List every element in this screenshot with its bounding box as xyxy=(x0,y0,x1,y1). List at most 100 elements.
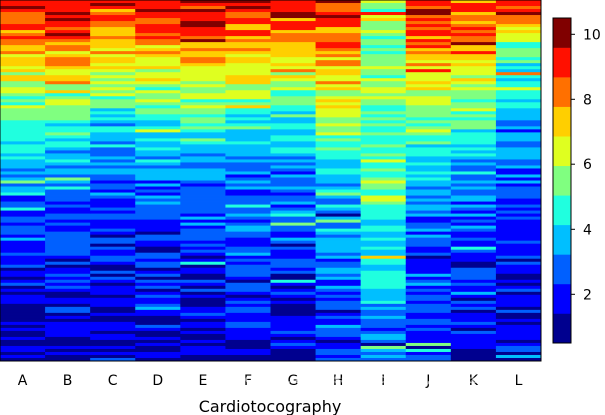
heatmap-cell xyxy=(135,99,181,103)
heatmap-cell xyxy=(360,21,407,25)
heatmap-cell xyxy=(90,111,136,115)
heatmap-cell xyxy=(45,264,91,269)
heatmap-cell xyxy=(90,324,136,329)
heatmap-cell xyxy=(270,195,316,199)
heatmap-cell xyxy=(180,186,226,190)
heatmap-cell xyxy=(90,0,136,4)
heatmap-cell xyxy=(90,36,136,40)
heatmap-cell xyxy=(315,291,362,296)
heatmap-cell xyxy=(225,357,271,362)
heatmap-cell xyxy=(270,312,316,317)
heatmap-cell xyxy=(360,72,407,76)
heatmap-cell xyxy=(0,192,46,196)
heatmap-cell xyxy=(315,147,362,151)
heatmap-cell xyxy=(135,333,181,338)
heatmap-cell xyxy=(90,291,136,296)
heatmap-cell xyxy=(315,81,362,85)
heatmap-cell xyxy=(90,90,136,94)
heatmap-cell xyxy=(360,132,407,136)
heatmap-cell xyxy=(405,312,452,317)
heatmap-cell xyxy=(45,204,91,208)
heatmap-cell xyxy=(180,90,226,94)
heatmap-cell xyxy=(135,72,181,76)
heatmap-cell xyxy=(495,282,542,287)
heatmap-cell xyxy=(405,36,452,40)
heatmap-cell xyxy=(450,54,497,58)
heatmap-cell xyxy=(180,102,226,106)
heatmap-cell xyxy=(45,24,91,28)
heatmap-cell xyxy=(0,258,46,263)
heatmap-cell xyxy=(270,141,316,145)
heatmap-cell xyxy=(45,327,91,332)
heatmap-cell xyxy=(360,75,407,79)
heatmap-cell xyxy=(450,261,497,266)
heatmap-cell xyxy=(270,333,316,338)
heatmap-cell xyxy=(315,309,362,314)
heatmap-cell xyxy=(405,279,452,284)
heatmap-cell xyxy=(45,231,91,236)
heatmap-cells xyxy=(0,0,542,362)
heatmap-cell xyxy=(90,84,136,88)
heatmap-cell xyxy=(450,342,497,347)
heatmap-cell xyxy=(360,12,407,16)
heatmap-cell xyxy=(360,333,407,338)
heatmap-cell xyxy=(45,78,91,82)
heatmap-cell xyxy=(135,330,181,335)
heatmap-cell xyxy=(45,0,91,4)
heatmap-cell xyxy=(225,51,271,55)
heatmap-cell xyxy=(0,264,46,269)
heatmap-cell xyxy=(45,54,91,58)
heatmap-cell xyxy=(495,120,542,124)
heatmap-cell xyxy=(180,198,226,202)
heatmap-cell xyxy=(180,312,226,317)
heatmap-cell xyxy=(315,219,362,224)
heatmap-cell xyxy=(180,231,226,236)
heatmap-cell xyxy=(360,222,407,227)
heatmap-cell xyxy=(360,18,407,22)
heatmap-cell xyxy=(270,111,316,115)
heatmap-cell xyxy=(450,138,497,142)
heatmap-cell xyxy=(45,321,91,326)
heatmap-cell xyxy=(270,126,316,130)
heatmap-cell xyxy=(450,9,497,13)
column-label: H xyxy=(333,373,344,389)
heatmap-cell xyxy=(360,270,407,275)
heatmap-cell xyxy=(315,186,362,190)
heatmap-cell xyxy=(315,93,362,97)
heatmap-cell xyxy=(405,84,452,88)
heatmap-cell xyxy=(315,270,362,275)
heatmap-cell xyxy=(270,51,316,55)
heatmap-cell xyxy=(360,321,407,326)
heatmap-cell xyxy=(180,336,226,341)
heatmap-cell xyxy=(405,249,452,254)
heatmap-cell xyxy=(180,282,226,287)
heatmap-cell xyxy=(450,108,497,112)
heatmap-cell xyxy=(45,165,91,169)
heatmap-cell xyxy=(135,69,181,73)
heatmap-cell xyxy=(0,216,46,221)
heatmap-cell xyxy=(315,288,362,293)
heatmap-cell xyxy=(225,249,271,254)
heatmap-cell xyxy=(315,330,362,335)
heatmap-cell xyxy=(315,315,362,320)
heatmap-cell xyxy=(270,330,316,335)
heatmap-cell xyxy=(360,33,407,37)
heatmap-cell xyxy=(315,126,362,130)
heatmap-cell xyxy=(270,297,316,302)
heatmap-cell xyxy=(360,63,407,67)
heatmap-cell xyxy=(45,306,91,311)
heatmap-cell xyxy=(405,57,452,61)
heatmap-cell xyxy=(135,198,181,202)
heatmap-cell xyxy=(495,72,542,76)
heatmap-cell xyxy=(135,354,181,359)
heatmap-cell xyxy=(360,90,407,94)
heatmap-cell xyxy=(90,135,136,139)
heatmap-cell xyxy=(315,312,362,317)
heatmap-cell xyxy=(225,228,271,233)
heatmap-cell xyxy=(450,75,497,79)
heatmap-cell xyxy=(315,231,362,236)
heatmap-cell xyxy=(135,264,181,269)
heatmap-cell xyxy=(135,57,181,61)
heatmap-cell xyxy=(360,306,407,311)
heatmap-cell xyxy=(90,294,136,299)
